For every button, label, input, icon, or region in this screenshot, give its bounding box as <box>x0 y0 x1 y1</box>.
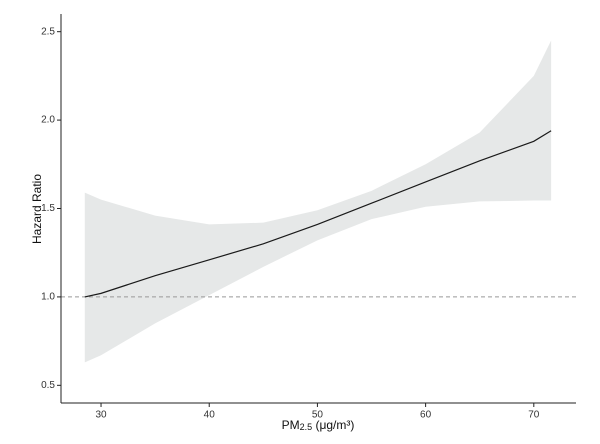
x-label-sub: 2.5 <box>300 422 313 432</box>
y-tick-label: 2.5 <box>41 26 55 37</box>
y-axis-label: Hazard Ratio <box>30 174 44 244</box>
line <box>84 130 552 298</box>
confidence-band <box>84 40 552 363</box>
x-tick-label: 70 <box>528 410 540 421</box>
x-tick-label: 60 <box>420 410 432 421</box>
y-tick-label: 0.5 <box>41 380 55 391</box>
y-tick-label: 1.5 <box>41 203 55 214</box>
x-label-unit: (μg/m³) <box>312 418 354 432</box>
y-tick-label: 2.0 <box>41 115 55 126</box>
x-label-main: PM <box>282 418 300 432</box>
x-tick-label: 50 <box>312 410 324 421</box>
x-tick-label: 40 <box>204 410 216 421</box>
y-tick-label: 1.0 <box>41 292 55 303</box>
x-tick-label: 30 <box>95 410 107 421</box>
x-axis-label: PM2.5 (μg/m³) <box>282 418 355 432</box>
